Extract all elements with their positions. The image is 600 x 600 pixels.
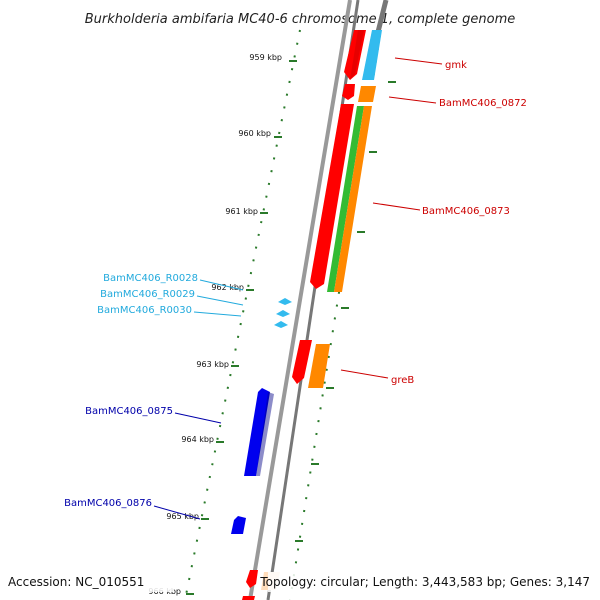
- gene-0875-shade: [256, 392, 274, 476]
- backbone-inner: [266, 0, 360, 600]
- leader-line: [153, 505, 201, 520]
- tick-label: 964 kbp: [181, 435, 214, 444]
- cds-greB[interactable]: [308, 344, 330, 388]
- gene-0873[interactable]: [310, 104, 354, 289]
- reverse-features: [231, 388, 274, 534]
- tick-label: 965 kbp: [166, 512, 199, 521]
- gene-partial-2[interactable]: [242, 596, 255, 600]
- label-0872[interactable]: BamMC406_0872: [439, 98, 527, 109]
- trna-R0030[interactable]: [274, 321, 288, 328]
- leader-line: [199, 279, 244, 291]
- label-R0028[interactable]: BamMC406_R0028: [103, 273, 198, 284]
- gene-0876[interactable]: [231, 516, 246, 534]
- label-gmk[interactable]: gmk: [445, 60, 467, 71]
- gene-0872[interactable]: [342, 84, 355, 100]
- map-title: Burkholderia ambifaria MC40-6 chromosome…: [85, 12, 515, 27]
- trna-R0029[interactable]: [276, 310, 290, 317]
- feature-labels: gmk BamMC406_0872 BamMC406_0873 BamMC406…: [64, 57, 527, 520]
- footer-right-bg: [268, 572, 596, 592]
- gene-0875[interactable]: [244, 388, 270, 476]
- cds-0872[interactable]: [358, 86, 376, 102]
- tick-label: 960 kbp: [238, 129, 271, 138]
- gene-greB[interactable]: [292, 340, 312, 384]
- trna-R0028[interactable]: [278, 298, 292, 305]
- outer-ruler: [289, 34, 381, 600]
- label-0873[interactable]: BamMC406_0873: [422, 206, 510, 217]
- leader-line: [388, 96, 437, 104]
- label-R0029[interactable]: BamMC406_R0029: [100, 289, 195, 300]
- footer-left-bg: [4, 572, 174, 592]
- leader-line: [372, 202, 421, 211]
- label-R0030[interactable]: BamMC406_R0030: [97, 305, 192, 316]
- gene-partial[interactable]: [246, 570, 258, 588]
- leader-line: [193, 311, 242, 317]
- gene-gmk-shade: [350, 30, 364, 80]
- gene-gmk[interactable]: [344, 30, 366, 80]
- forward-features: [242, 30, 382, 600]
- leader-line: [174, 412, 222, 424]
- rrna-0873[interactable]: [327, 106, 364, 292]
- tick-label: 963 kbp: [196, 360, 229, 369]
- label-0876[interactable]: BamMC406_0876: [64, 498, 152, 509]
- tick-label: 961 kbp: [225, 207, 258, 216]
- backbone-line: [248, 0, 352, 600]
- cds-gmk[interactable]: [362, 30, 382, 80]
- leader-line: [394, 57, 443, 65]
- label-greB[interactable]: greB: [391, 375, 414, 386]
- tick-label: 959 kbp: [249, 53, 282, 62]
- label-0875[interactable]: BamMC406_0875: [85, 406, 173, 417]
- tick-label: 962 kbp: [211, 283, 244, 292]
- topology-text: Topology: circular; Length: 3,443,583 bp…: [259, 575, 590, 589]
- cds-0873[interactable]: [334, 106, 372, 292]
- leader-line: [196, 295, 244, 306]
- leader-line: [340, 369, 389, 379]
- accession-text: Accession: NC_010551: [8, 575, 144, 589]
- trna-features: [274, 298, 292, 328]
